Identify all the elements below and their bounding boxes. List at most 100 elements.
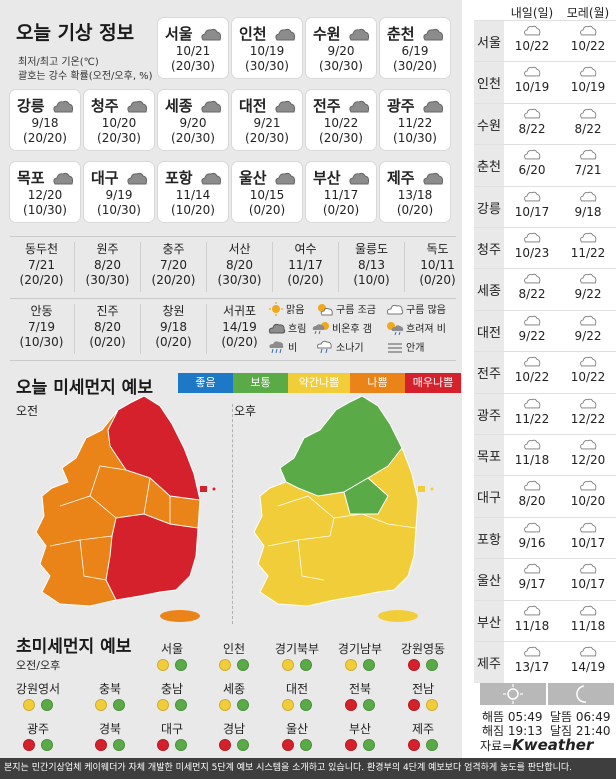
- forecast-temp-tomorrow: 13/17: [514, 660, 550, 674]
- city-temp: 11/14: [175, 188, 211, 202]
- city-name: 목포: [17, 169, 45, 187]
- cloud-icon: [275, 172, 296, 185]
- city-card: 포항 11/14 (10/20): [158, 162, 228, 222]
- am-level-dot: [408, 699, 420, 711]
- forecast-temp-day-after: 10/22: [570, 39, 606, 53]
- sun-cloud-icon: [318, 303, 333, 315]
- forecast-row: 목포 11/18 12/20: [474, 434, 616, 476]
- rain-icon: [269, 340, 284, 353]
- am-level-dot: [282, 659, 294, 671]
- pm-level-dot: [113, 699, 125, 711]
- grid-divider: [404, 242, 405, 292]
- pm-title: 오늘 미세먼지 예보: [16, 378, 153, 398]
- grid-divider: [140, 304, 141, 354]
- legend-cloudy: 구름 많음: [386, 301, 446, 316]
- cloud-icon: [524, 356, 541, 367]
- forecast-temp-tomorrow: 10/19: [514, 80, 550, 95]
- pm-level-dot: [175, 699, 187, 711]
- fine-dust-region: 경북: [80, 720, 140, 751]
- cloud-icon: [580, 232, 597, 243]
- city-prob: (20/30): [171, 59, 215, 73]
- fine-dust-region: 경남: [204, 720, 264, 751]
- forecast-temp-tomorrow: 8/22: [518, 287, 546, 302]
- city-name: 청주: [91, 97, 119, 115]
- small-city-cell: 동두천 7/21 (20/20): [8, 238, 75, 298]
- city-prob: (30/20): [393, 59, 437, 73]
- pm-map-am: [35, 396, 216, 622]
- legend-clear-then-rain: 흐려져 비: [386, 320, 446, 335]
- prob-note: 괄호는 강수 확률(오전/오후, %): [18, 71, 153, 82]
- cloud-icon: [275, 28, 296, 41]
- small-city-cell: 안동 7/19 (10/30): [8, 300, 75, 360]
- city-temp: 12/20: [27, 188, 63, 202]
- cloud-icon: [127, 172, 148, 185]
- cloud-icon: [524, 605, 541, 615]
- city-temp: 9/21: [253, 116, 281, 130]
- am-level-dot: [345, 699, 357, 711]
- city-name: 부산: [313, 169, 341, 187]
- cloud-icon: [580, 398, 597, 408]
- small-city-temp: 8/13: [358, 258, 385, 272]
- forecast-temp-day-after: 12/20: [570, 453, 606, 467]
- forecast-row: 포항 9/16 10/17: [474, 516, 616, 559]
- fine-dust-region: 대구: [142, 720, 202, 751]
- cloud-icon: [349, 100, 370, 113]
- city-prob: (0/20): [248, 203, 286, 217]
- small-city-temp: 9/18: [160, 320, 187, 334]
- small-city-cell: 서귀포 14/19 (0/20): [206, 300, 273, 360]
- cloud-icon: [580, 356, 597, 367]
- fine-title: 초미세먼지 예보: [16, 637, 132, 657]
- region-name: 광주: [26, 722, 50, 736]
- forecast-temp-day-after: 10/20: [570, 494, 606, 509]
- forecast-temp-day-after: 10/19: [570, 80, 606, 95]
- small-city-prob: (0/20): [89, 335, 126, 349]
- cloud-icon: [524, 108, 541, 119]
- city-prob: (0/20): [396, 203, 434, 217]
- sun-rain-icon: [387, 321, 404, 335]
- region-name: 전북: [348, 682, 372, 696]
- region-name: 대전: [285, 682, 309, 696]
- small-city-prob: (10/30): [19, 335, 64, 349]
- legend-overcast: 흐림: [268, 320, 306, 335]
- pm-scale-level: 약간나쁨: [288, 373, 350, 393]
- am-level-dot: [408, 659, 420, 671]
- small-city-temp: 8/20: [94, 320, 121, 334]
- forecast-city: 수원: [474, 103, 504, 145]
- city-name: 전주: [313, 97, 341, 115]
- cloud-icon: [580, 274, 597, 284]
- region-name: 충북: [98, 682, 122, 696]
- small-city-cell: 진주 8/20 (0/20): [74, 300, 141, 360]
- small-city-prob: (0/20): [419, 273, 456, 287]
- city-name: 포항: [165, 169, 193, 187]
- pm-scale-level: 나쁨: [350, 373, 405, 393]
- cloud-icon: [524, 67, 541, 77]
- pm-level-dot: [175, 659, 187, 671]
- small-city-name: 진주: [96, 304, 119, 318]
- pm-level-dot: [300, 659, 312, 671]
- small-city-name: 안동: [30, 304, 53, 318]
- small-city-cell: 서산 8/20 (30/30): [206, 238, 273, 298]
- forecast-row: 대구 8/20 10/20: [474, 475, 616, 518]
- cloud-icon: [423, 28, 444, 41]
- pm-level-dot: [41, 739, 53, 751]
- region-name: 강원영동: [400, 642, 446, 656]
- region-name: 울산: [285, 722, 309, 736]
- map-divider: [232, 404, 233, 624]
- cloud-icon: [524, 398, 541, 408]
- moon-box: [548, 683, 614, 705]
- small-city-temp: 10/11: [420, 258, 455, 272]
- small-city-name: 동두천: [24, 242, 59, 256]
- cloud-icon: [580, 522, 597, 533]
- city-temp: 9/20: [179, 116, 207, 130]
- cloud-icon: [349, 172, 370, 185]
- cloud-icon: [201, 172, 222, 185]
- city-prob: (20/30): [97, 131, 141, 145]
- pm-level-dot: [363, 699, 375, 711]
- city-temp: 9/20: [327, 44, 355, 58]
- pm-level-dot: [175, 739, 187, 751]
- forecast-row: 인천 10/19 10/19: [474, 61, 616, 104]
- forecast-city: 전주: [474, 352, 504, 394]
- city-name: 울산: [239, 169, 267, 187]
- small-city-prob: (0/20): [287, 273, 324, 287]
- fine-dust-region: 강원영서: [8, 680, 68, 711]
